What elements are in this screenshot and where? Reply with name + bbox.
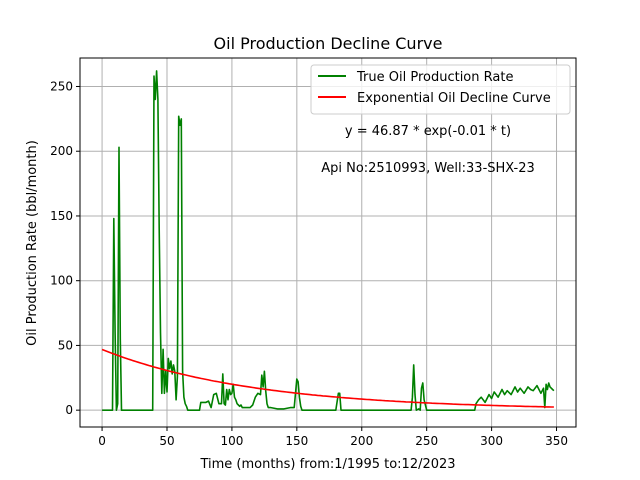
equation-annotation: y = 46.87 * exp(-0.01 * t) bbox=[345, 124, 511, 139]
y-axis-label: Oil Production Rate (bbl/month) bbox=[25, 140, 40, 346]
x-tick-label: 100 bbox=[220, 434, 243, 448]
chart-title: Oil Production Decline Curve bbox=[214, 34, 443, 53]
legend: True Oil Production Rate Exponential Oil… bbox=[310, 64, 571, 115]
y-tick-label: 50 bbox=[58, 338, 73, 352]
x-axis-label: Time (months) from:1/1995 to:12/2023 bbox=[199, 457, 455, 472]
legend-label-decline-curve: Exponential Oil Decline Curve bbox=[357, 91, 551, 106]
x-tick-label: 150 bbox=[285, 434, 308, 448]
well-annotation: Api No:2510993, Well:33-SHX-23 bbox=[321, 161, 535, 176]
series-true-oil-production-rate bbox=[102, 70, 555, 412]
x-tick-label: 300 bbox=[480, 434, 503, 448]
y-tick-label: 0 bbox=[65, 403, 73, 417]
plot-lines bbox=[101, 70, 555, 412]
series-exponential-decline-curve bbox=[101, 348, 554, 408]
y-tick-label: 200 bbox=[50, 144, 73, 158]
legend-label-true-rate: True Oil Production Rate bbox=[356, 70, 513, 85]
y-tick-label: 250 bbox=[50, 79, 73, 93]
legend-box bbox=[310, 64, 571, 115]
y-tick-label: 100 bbox=[50, 274, 73, 288]
y-axis: 0 50 100 150 200 250 bbox=[50, 79, 80, 417]
y-tick-label: 150 bbox=[50, 209, 73, 223]
plot-frame bbox=[79, 57, 577, 428]
x-tick-label: 350 bbox=[545, 434, 568, 448]
x-axis: 0 50 100 150 200 250 300 350 bbox=[98, 427, 568, 448]
x-tick-label: 0 bbox=[98, 434, 106, 448]
x-tick-label: 250 bbox=[415, 434, 438, 448]
x-tick-label: 50 bbox=[159, 434, 174, 448]
x-tick-label: 200 bbox=[350, 434, 373, 448]
